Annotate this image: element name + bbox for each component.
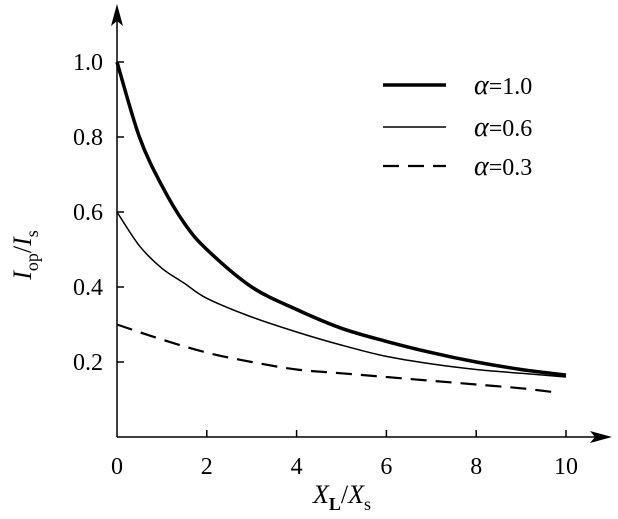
series-line-2 [116,211,567,378]
legend-label-3: α=0.3 [474,151,532,182]
y-axis-title: Iop/Is [8,230,42,281]
axes [111,4,612,443]
x-tick-label: 6 [380,454,392,480]
y-tick-label: 1.0 [73,50,103,76]
legend-label-1: α=1.0 [474,70,532,101]
x-tick-label: 10 [554,454,578,480]
y-tick-label: 0.8 [73,125,103,151]
series-layer [115,61,567,394]
x-tick-label: 4 [291,454,303,480]
x-tick-label: 2 [201,454,213,480]
x-tick-label: 8 [470,454,482,480]
legend: α=1.0 α=0.6 α=0.3 [383,70,532,182]
ticks: 0 2 4 6 8 10 0.2 0.4 0.6 0.8 1.0 [73,50,578,480]
series-line-3 [116,323,553,394]
x-tick-label: 0 [111,454,123,480]
y-tick-label: 0.6 [73,200,103,226]
y-axis-arrow [111,4,123,26]
y-tick-label: 0.2 [73,350,103,376]
legend-label-2: α=0.6 [474,112,532,143]
x-axis-arrow [590,431,612,443]
x-axis-title: XL/Xs [312,480,371,514]
series-line-1 [115,61,567,377]
y-tick-label: 0.4 [73,275,103,301]
